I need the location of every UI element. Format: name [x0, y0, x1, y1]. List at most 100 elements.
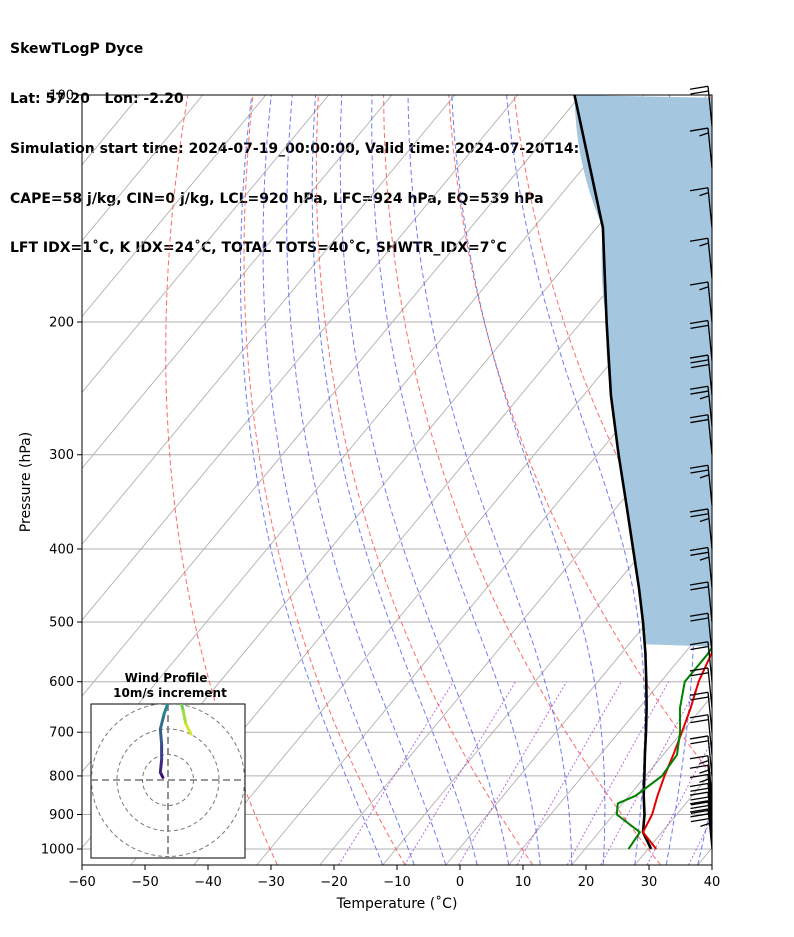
moist-adiabat-line: [506, 95, 646, 865]
convective-indices: CAPE=58 j/kg, CIN=0 j/kg, LCL=920 hPa, L…: [10, 190, 544, 207]
x-tick-label: −60: [68, 875, 95, 890]
isotherm-line: [761, 95, 794, 865]
mixing-ratio-line: [458, 681, 568, 865]
x-tick-label: 20: [578, 875, 595, 890]
x-tick-label: 0: [456, 875, 464, 890]
wind-barb: [689, 612, 713, 654]
isotherm-line: [82, 95, 267, 318]
hodograph-segment: [162, 704, 170, 716]
wind-barb: [689, 782, 713, 824]
y-tick-label: 700: [49, 726, 74, 741]
hodograph-segment: [184, 722, 193, 736]
wind-barb: [689, 808, 713, 850]
isotherm-line: [82, 95, 330, 394]
y-tick-label: 600: [49, 675, 74, 690]
mixing-ratio-line: [404, 681, 517, 865]
wind-barb: [689, 800, 713, 841]
isotherm-line: [256, 315, 712, 865]
wind-barb: [689, 714, 713, 755]
moist-adiabat-line: [240, 95, 384, 865]
wind-barb: [689, 281, 713, 323]
isotherm-line: [319, 391, 712, 865]
temperature-profile-line: [642, 650, 712, 850]
stability-indices: LFT IDX=1˚C, K IDX=24˚C, TOTAL TOTS=40˚C…: [10, 240, 507, 257]
wind-barb: [689, 385, 713, 427]
chart-header: SkewTLogP Dyce Lat: 57.20 Lon: -2.20 Sim…: [10, 8, 649, 274]
y-tick-label: 1000: [41, 843, 74, 858]
y-tick-label: 300: [49, 448, 74, 463]
y-tick-label: 200: [49, 315, 74, 330]
hodograph-segment: [179, 704, 185, 713]
moist-adiabat-line: [311, 95, 478, 865]
y-tick-label: 900: [49, 808, 74, 823]
mixing-ratio-line: [516, 681, 622, 865]
chart-title: SkewTLogP Dyce: [10, 41, 144, 58]
wind-barbs: [689, 85, 713, 850]
wind-barb: [689, 691, 713, 733]
wind-barb: [689, 237, 713, 279]
wind-barb: [689, 773, 713, 815]
dry-adiabat-line: [709, 95, 712, 104]
wind-barb: [689, 319, 713, 361]
isotherm-line: [193, 239, 712, 865]
hodograph-segment: [158, 712, 166, 731]
cape-fill: [574, 95, 712, 647]
x-axis-label: Temperature (˚C): [336, 895, 458, 912]
dry-adiabat-line: [775, 95, 794, 865]
x-tick-label: −50: [131, 875, 158, 890]
hodograph-segment: [158, 758, 164, 774]
wind-barb: [689, 581, 713, 623]
x-tick-label: 40: [704, 875, 721, 890]
mixing-ratio-line: [688, 817, 712, 865]
x-tick-label: −10: [383, 875, 410, 890]
wind-barb: [689, 546, 713, 588]
mixing-ratio-line: [646, 739, 712, 865]
dry-adiabat-line: [315, 95, 534, 865]
cape-region: [574, 95, 712, 647]
profiles: [573, 95, 712, 850]
moist-adiabat-line: [451, 95, 606, 865]
isotherm-line: [445, 543, 712, 865]
wind-profile-inset: Wind Profile 10m/s increment: [90, 671, 246, 859]
x-tick-label: −20: [320, 875, 347, 890]
wind-barb: [689, 508, 713, 550]
wind-barb: [689, 127, 713, 169]
hodograph-segment: [158, 727, 164, 746]
isotherm-line: [382, 467, 712, 865]
parcel-profile-line: [573, 95, 653, 850]
wind-barb: [689, 354, 713, 396]
hodograph-segment: [181, 709, 188, 726]
mixing-ratio-line: [600, 681, 701, 865]
moist-adiabat-line: [761, 95, 794, 865]
dry-adiabat-line: [243, 95, 406, 865]
moist-adiabat-line: [262, 95, 415, 865]
y-tick-label: 800: [49, 769, 74, 784]
y-tick-label: 100: [49, 89, 74, 104]
wind-barb: [689, 791, 713, 833]
y-axis-label: Pressure (hPa): [18, 432, 34, 532]
x-tick-label: 10: [515, 875, 532, 890]
wind-barb: [689, 85, 713, 127]
inset-title: Wind Profile: [125, 671, 208, 685]
y-tick-label: 500: [49, 616, 74, 631]
isotherm-line: [82, 95, 519, 621]
isotherm-line: [82, 95, 393, 469]
moist-adiabat-line: [339, 95, 510, 865]
isotherm-line: [82, 95, 456, 545]
moist-adiabat-line: [407, 95, 573, 865]
x-tick-label: 30: [641, 875, 658, 890]
isotherm-line: [82, 95, 582, 697]
dry-adiabat-line: [448, 95, 712, 776]
inset-subtitle: 10m/s increment: [113, 686, 227, 700]
x-axis: −60 −50 −40 −30 −20 −10 0 10 20 30 40: [68, 865, 720, 890]
dry-adiabat-line: [513, 95, 712, 624]
dewpoint-profile-line: [615, 645, 712, 850]
wind-barb: [689, 764, 713, 806]
wind-barb: [689, 187, 713, 228]
dry-adiabat-line: [165, 95, 278, 865]
moist-adiabat-line: [371, 95, 541, 865]
wind-barb: [689, 414, 713, 455]
x-tick-label: −30: [257, 875, 284, 890]
moist-adiabat-line: [729, 95, 794, 865]
